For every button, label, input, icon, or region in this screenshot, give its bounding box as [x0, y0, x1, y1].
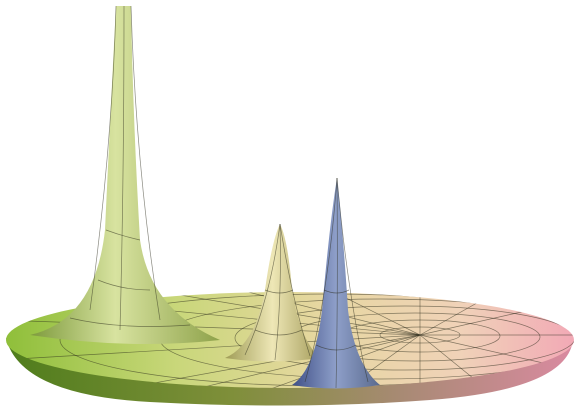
spike-tall	[30, 6, 220, 344]
spike-tall-mesh	[69, 5, 191, 331]
spike-blue	[292, 178, 380, 389]
spike-blue-mesh	[304, 177, 369, 389]
spike-middle-mesh	[244, 223, 311, 361]
spike-middle	[225, 224, 320, 362]
disk-rim	[6, 338, 572, 406]
